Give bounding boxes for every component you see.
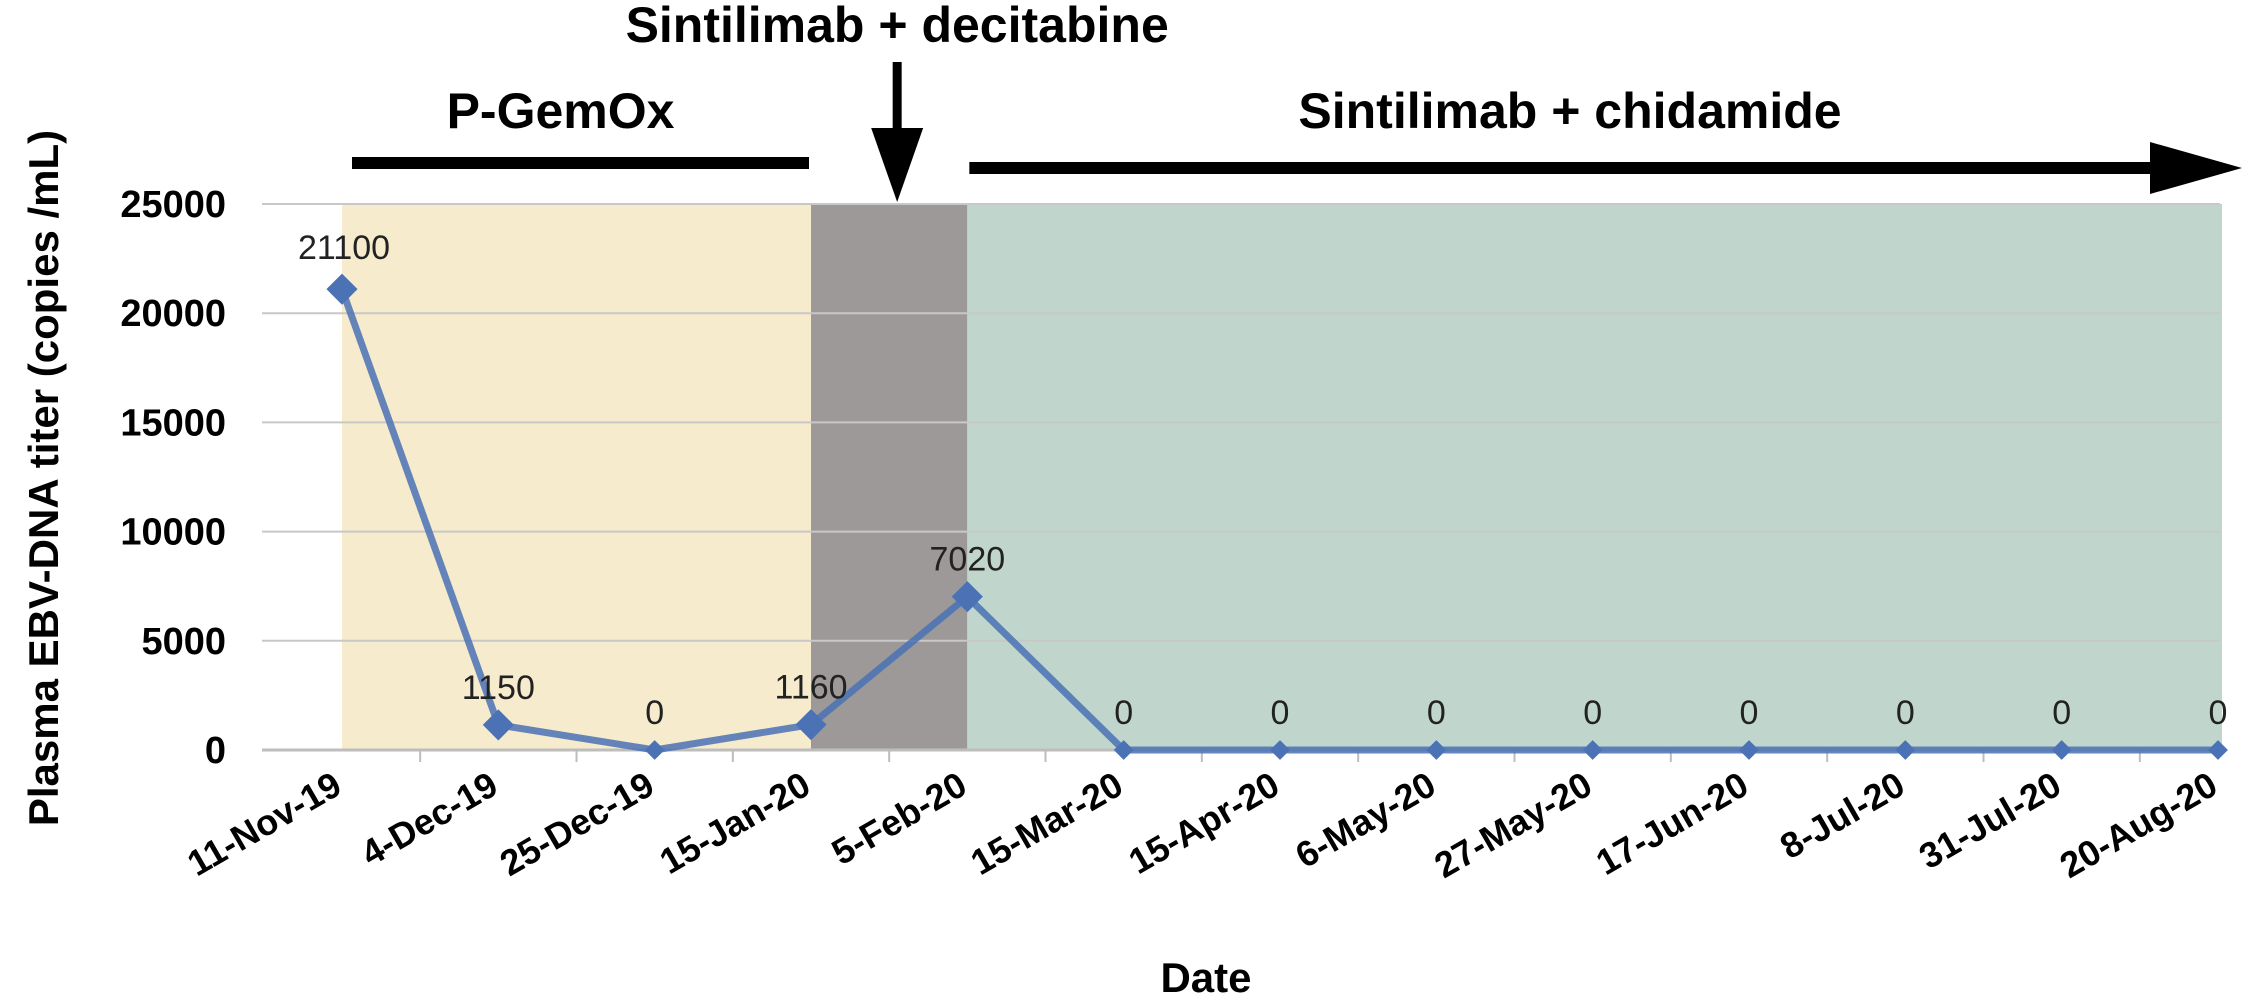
gridlines [262,203,2220,642]
x-tick-label: 17-Jun-20 [1589,763,1755,883]
data-label: 0 [645,694,664,732]
x-tick-label: 6-May-20 [1288,763,1442,876]
data-point [1270,740,1290,760]
y-tick-label: 20000 [120,293,226,335]
data-point [482,709,514,741]
regimen-label-sintilimab-chidamide: Sintilimab + chidamide [1298,83,1841,139]
data-label: 0 [1114,694,1133,732]
y-axis-title: Plasma EBV-DNA titer (copies /mL) [20,130,67,826]
x-axis-title: Date [1160,954,1251,1001]
y-tick-label: 10000 [120,512,226,554]
x-tick-label: 11-Nov-19 [180,763,348,884]
data-point [1895,740,1916,760]
data-label: 7020 [930,541,1006,579]
phase-background-p-gemox [342,204,811,750]
regimen-annotations: P-GemOx Sintilimab + decitabine Sintilim… [352,0,2242,202]
data-label: 0 [2209,694,2228,732]
data-point [1582,740,1603,760]
x-tick-label: 15-Jan-20 [653,763,817,882]
x-tick-label: 31-Jul-20 [1912,763,2068,877]
data-label: 0 [1427,694,1446,732]
data-point [644,740,665,760]
x-tick-label: 5-Feb-20 [825,763,974,873]
data-label: 1150 [462,669,535,707]
data-label: 0 [1896,694,1915,732]
data-point [2208,740,2228,760]
down-arrow-icon [871,128,924,202]
x-tick-label: 20-Aug-20 [2053,763,2224,886]
phase-background-sintilimab-chidamide [967,204,2223,750]
treatment-phase-backgrounds [342,204,2223,750]
x-tick-label: 8-Jul-20 [1773,763,1911,867]
data-point [1113,740,1134,760]
regimen-label-p-gemox: P-GemOx [447,83,675,139]
x-tick-label: 15-Apr-20 [1122,763,1286,882]
data-label: 0 [1740,694,1759,732]
data-label: 0 [2052,694,2071,732]
data-label: 21100 [298,229,390,267]
x-tick-label: 27-May-20 [1427,763,1598,886]
data-point [2051,740,2072,760]
data-label: 1160 [774,669,847,707]
right-arrow-icon [2150,142,2242,194]
data-point [326,273,358,305]
y-tick-label: 5000 [141,621,226,663]
y-tick-labels: 0 5000 10000 15000 20000 25000 [120,184,226,772]
regimen-label-sintilimab-decitabine: Sintilimab + decitabine [626,0,1169,53]
data-point [1426,740,1447,760]
x-tick-label: 4-Dec-19 [354,763,504,874]
y-tick-label: 15000 [120,402,226,444]
data-point [1739,740,1759,760]
x-tick-label: 15-Mar-20 [964,763,1130,883]
y-tick-label: 25000 [120,184,226,226]
data-label: 0 [1583,694,1602,732]
data-labels: 21100 1150 0 1160 7020 0 0 0 0 0 0 0 0 [298,229,2227,732]
y-tick-label: 0 [205,730,226,772]
data-label: 0 [1271,694,1290,732]
x-tick-label: 25-Dec-19 [493,763,661,884]
